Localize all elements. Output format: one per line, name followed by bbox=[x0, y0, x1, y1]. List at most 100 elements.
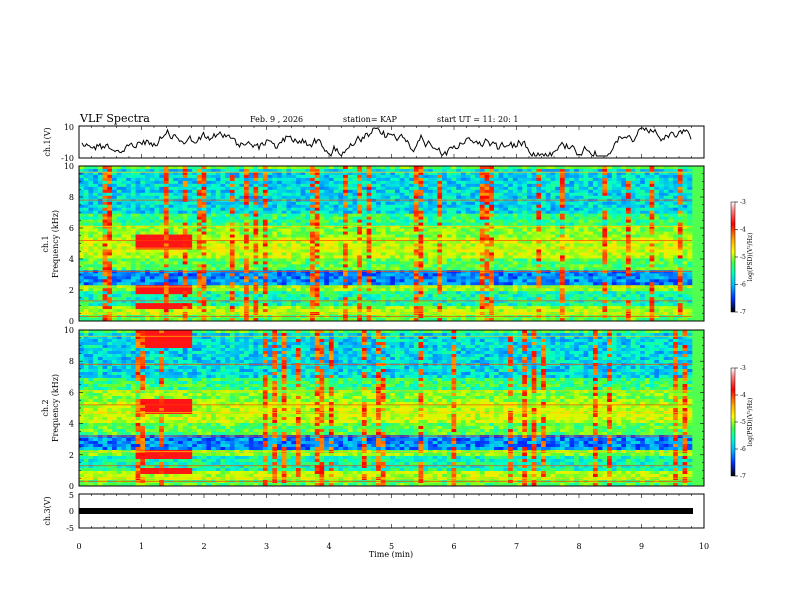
spectrogram-cell bbox=[640, 207, 646, 212]
spectrogram-cell bbox=[508, 231, 514, 235]
spectrogram-cell bbox=[366, 189, 372, 194]
spectrogram-cell bbox=[498, 186, 504, 191]
spectrogram-cell bbox=[83, 174, 89, 179]
spectrogram-cell bbox=[460, 183, 466, 188]
spectrogram-cell bbox=[192, 258, 198, 262]
spectrogram-cell bbox=[281, 234, 287, 238]
spectrogram-cell bbox=[130, 276, 136, 280]
spectrogram-cell bbox=[555, 243, 561, 247]
spectrogram-cell bbox=[399, 168, 405, 173]
spectrogram-cell bbox=[508, 180, 514, 185]
spectrogram-cell bbox=[196, 261, 202, 265]
spectrogram-cell bbox=[649, 207, 655, 212]
spectrogram-cell bbox=[338, 240, 344, 244]
spectrogram-cell bbox=[522, 273, 528, 277]
spectrogram-cell bbox=[663, 267, 669, 271]
spectrogram-cell bbox=[616, 183, 622, 188]
spectrogram-cell bbox=[479, 216, 485, 220]
spectrogram-cell bbox=[592, 207, 598, 212]
spectrogram-cell bbox=[517, 258, 523, 262]
spectrogram-cell bbox=[357, 189, 363, 194]
spectrogram-cell bbox=[182, 276, 188, 280]
spectrogram-cell bbox=[668, 216, 674, 220]
spectrogram-cell bbox=[569, 249, 575, 253]
spectrogram-cell bbox=[168, 255, 174, 259]
spectrogram-cell bbox=[130, 249, 136, 253]
spectrogram-cell bbox=[399, 213, 405, 217]
spectrogram-cell bbox=[211, 273, 217, 277]
spectrogram-cell bbox=[145, 189, 151, 194]
spectrogram-cell bbox=[418, 174, 424, 179]
spectrogram-cell bbox=[211, 192, 217, 197]
spectrogram-cell bbox=[135, 174, 141, 179]
spectrogram-cell bbox=[83, 207, 89, 212]
spectrogram-cell bbox=[357, 201, 363, 206]
spectrogram-cell bbox=[272, 261, 278, 265]
spectrogram-cell bbox=[498, 171, 504, 176]
spectrogram-cell bbox=[121, 189, 127, 194]
spectrogram-cell bbox=[423, 204, 429, 209]
spectrogram-cell bbox=[574, 261, 580, 265]
spectrogram-cell bbox=[97, 186, 103, 191]
spectrogram-cell bbox=[305, 213, 311, 217]
spectrogram-cell bbox=[116, 207, 122, 212]
spectrogram-cell bbox=[178, 186, 184, 191]
spectrogram-cell bbox=[366, 204, 372, 209]
spectrogram-cell bbox=[116, 177, 122, 182]
spectrogram-cell bbox=[413, 171, 419, 176]
spectrogram-cell bbox=[526, 166, 532, 170]
spectrogram-cell bbox=[526, 270, 532, 274]
spectrogram-cell bbox=[121, 207, 127, 212]
spectrogram-cell bbox=[112, 240, 118, 244]
spectrogram-cell bbox=[588, 168, 594, 173]
spectrogram-cell bbox=[663, 177, 669, 182]
spectrogram-cell bbox=[112, 231, 118, 235]
spectrogram-cell bbox=[663, 216, 669, 220]
spectrogram-cell bbox=[215, 258, 221, 262]
spectrogram-cell bbox=[531, 270, 537, 274]
spectrogram-cell bbox=[635, 166, 641, 170]
spectrogram-cell bbox=[206, 168, 212, 173]
spectrogram-cell bbox=[611, 255, 617, 259]
spectrogram-cell bbox=[371, 225, 377, 229]
spectrogram-cell bbox=[361, 216, 367, 220]
spectrogram-cell bbox=[277, 243, 283, 247]
spectrogram-cell bbox=[178, 180, 184, 185]
spectrogram-cell bbox=[413, 186, 419, 191]
spectrogram-cell bbox=[437, 166, 443, 170]
spectrogram-cell bbox=[399, 180, 405, 185]
spectrogram-cell bbox=[616, 219, 622, 223]
spectrogram-cell bbox=[126, 183, 132, 188]
spectrogram-cell bbox=[314, 201, 320, 206]
spectrogram-cell bbox=[460, 189, 466, 194]
spectrogram-cell bbox=[154, 189, 160, 194]
spectrogram-cell bbox=[640, 174, 646, 179]
spectrogram-cell bbox=[314, 276, 320, 280]
spectrogram-cell bbox=[390, 261, 396, 265]
spectrogram-cell bbox=[121, 168, 127, 173]
spectrogram-cell bbox=[328, 189, 334, 194]
spectrogram-cell bbox=[649, 216, 655, 220]
spectrogram-cell bbox=[597, 171, 603, 176]
spectrogram-cell bbox=[489, 192, 495, 197]
spectrogram-cell bbox=[244, 255, 250, 259]
spectrogram-cell bbox=[432, 231, 438, 235]
spectrogram-cell bbox=[399, 228, 405, 232]
spectrogram-cell bbox=[550, 219, 556, 223]
spectrogram-cell bbox=[295, 189, 301, 194]
spectrogram-cell bbox=[163, 225, 169, 229]
spectrogram-cell bbox=[409, 171, 415, 176]
spectrogram-cell bbox=[512, 231, 518, 235]
spectrogram-cell bbox=[555, 207, 561, 212]
spectrogram-cell bbox=[163, 213, 169, 217]
spectrogram-cell bbox=[460, 270, 466, 274]
spectrogram-cell bbox=[357, 249, 363, 253]
spectrogram-cell bbox=[140, 195, 146, 200]
spectrogram-cell bbox=[357, 204, 363, 209]
spectrogram-cell bbox=[295, 201, 301, 206]
spectrogram-cell bbox=[215, 249, 221, 253]
spectrogram-cell bbox=[206, 195, 212, 200]
spectrogram-cell bbox=[493, 243, 499, 247]
spectrogram-cell bbox=[328, 270, 334, 274]
spectrogram-cell bbox=[503, 234, 509, 238]
